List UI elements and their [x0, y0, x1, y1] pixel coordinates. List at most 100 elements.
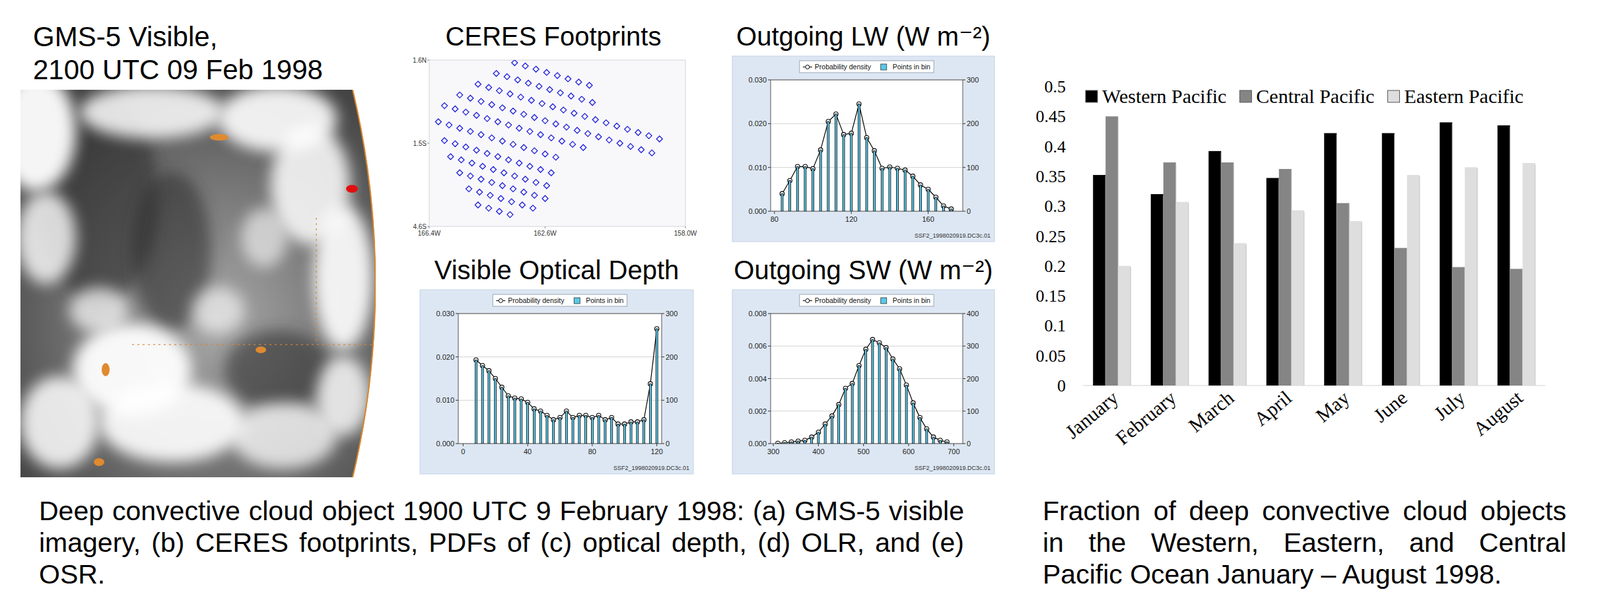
- legend-swatch: [805, 65, 810, 70]
- footprint: [508, 198, 515, 205]
- bin-bar: [871, 339, 874, 444]
- footprint: [493, 70, 500, 77]
- bar: [1092, 174, 1106, 386]
- cloud: [20, 376, 100, 469]
- source-note: SSF2_1998020919.DC3c.01: [613, 464, 690, 472]
- bin-bar: [919, 417, 922, 444]
- bin-bar: [629, 421, 632, 444]
- y-tick: [767, 313, 771, 315]
- footprint: [552, 120, 559, 127]
- y2-tick-label: 200: [966, 119, 979, 128]
- bin-bar: [865, 138, 868, 212]
- bin-bar: [783, 443, 786, 444]
- bar-chart: 00.050.10.150.20.250.30.350.40.450.5Janu…: [1036, 77, 1546, 450]
- footprint: [478, 98, 485, 105]
- pdf-panel: Outgoing LW (W m⁻²)0.0000.0100.0200.0300…: [732, 21, 995, 242]
- footprint: [441, 137, 448, 144]
- plot-area: [458, 313, 662, 444]
- category-label: July: [1429, 386, 1470, 424]
- bin-bar: [797, 441, 800, 444]
- legend-swatch: [805, 299, 810, 304]
- bin-bar: [487, 371, 490, 444]
- x-tick-label: 160: [921, 215, 934, 224]
- bar-shadow: [1130, 267, 1132, 386]
- footprint: [592, 116, 599, 123]
- coastline: [364, 141, 376, 147]
- density-line: [777, 339, 947, 444]
- legend: Probability densityPoints in bin: [492, 294, 627, 307]
- footprint: [550, 103, 557, 110]
- bar: [1439, 122, 1453, 386]
- y2-tick-label: 300: [966, 75, 979, 84]
- x-tick-label: 400: [812, 447, 825, 456]
- bin-bar: [585, 415, 588, 444]
- bin-bar: [636, 421, 639, 444]
- y-tick-label: 0.010: [435, 396, 455, 405]
- footprint: [494, 118, 501, 125]
- y-tick-label: 0.5: [1044, 77, 1067, 97]
- bin-bar: [597, 415, 600, 444]
- x-tick-label: 700: [947, 447, 960, 456]
- object-marker: [346, 184, 358, 193]
- footprint: [452, 140, 459, 147]
- x-tick-label: 80: [588, 447, 597, 456]
- legend-box: [492, 294, 627, 307]
- bin-bar: [812, 169, 815, 212]
- bar-shadow: [1303, 211, 1305, 386]
- image-title: GMS-5 Visible,: [33, 21, 218, 53]
- source-note: SSF2_1998020919.DC3c.01: [914, 232, 991, 240]
- footprint: [488, 101, 495, 108]
- x-tick-label: 162.6W: [533, 229, 557, 238]
- bin-bar: [623, 423, 626, 444]
- grid-overlay: [315, 217, 317, 345]
- footprint: [478, 131, 485, 138]
- cloud: [20, 89, 76, 192]
- bin-bar: [827, 121, 830, 212]
- y-tick: [455, 443, 459, 445]
- density-marker: [795, 439, 801, 444]
- bin-bar: [532, 408, 535, 444]
- bin-bar: [857, 103, 860, 212]
- footprint: [467, 95, 474, 102]
- bin-bar: [898, 369, 901, 444]
- x-tick: [818, 443, 819, 447]
- bin-bar: [513, 398, 516, 444]
- footprint: [532, 179, 539, 186]
- bin-bar: [857, 365, 860, 444]
- grid-overlay: [132, 344, 376, 346]
- bin-bar: [604, 419, 607, 444]
- footprint: [537, 166, 544, 173]
- bin-bar: [837, 404, 840, 444]
- bin-bar: [932, 437, 935, 444]
- bar: [1323, 133, 1337, 386]
- density-marker: [948, 206, 954, 212]
- marks: [775, 337, 950, 444]
- y2-tick: [962, 410, 966, 412]
- y-tick-label: 0.4: [1044, 137, 1067, 157]
- y-tick-label: 0.002: [748, 407, 767, 416]
- footprint: [548, 169, 555, 176]
- category-label: May: [1311, 386, 1354, 427]
- bin-bar: [610, 417, 613, 444]
- footprint: [578, 96, 585, 103]
- footprint: [546, 86, 553, 93]
- footprint: [441, 103, 448, 109]
- y-tick-label: 0.030: [748, 75, 767, 84]
- legend: Probability densityPoints in bin: [799, 294, 934, 307]
- x-tick: [591, 443, 593, 447]
- footprint: [638, 146, 645, 153]
- pdf-panel: Outgoing SW (W m⁻²)0.0000.0020.0040.0060…: [732, 255, 995, 475]
- y2-tick: [962, 211, 966, 212]
- y-tick-label: 0.35: [1036, 167, 1067, 187]
- footprint: [649, 149, 656, 156]
- plot-frame: [458, 313, 662, 444]
- footprint: [517, 94, 524, 101]
- footprint: [435, 118, 442, 125]
- bar: [1394, 248, 1408, 386]
- plot-frame: [770, 313, 963, 444]
- footprint: [558, 138, 565, 144]
- footprint: [521, 188, 527, 195]
- legend-swatch: [1239, 90, 1252, 103]
- bar: [1117, 266, 1131, 386]
- y-tick-label: 0.000: [748, 439, 767, 448]
